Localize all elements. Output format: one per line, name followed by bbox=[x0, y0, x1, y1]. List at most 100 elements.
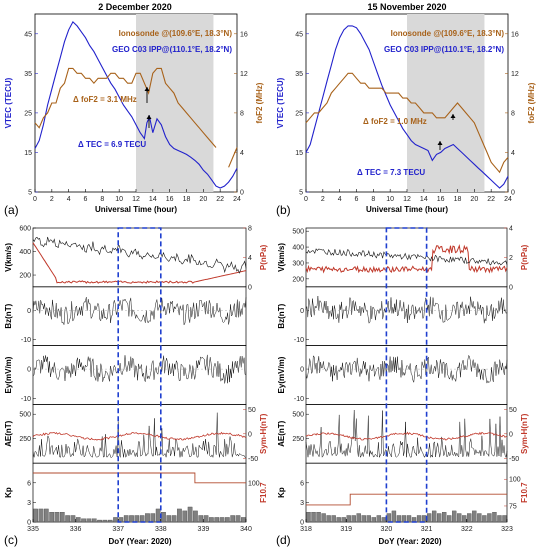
kp-bar bbox=[145, 513, 150, 523]
panel-b-ylabel-left: VTEC (TECU) bbox=[276, 77, 285, 128]
kp-bar bbox=[235, 515, 241, 523]
subpanel-ylabel-left: Ey(mV/m) bbox=[4, 356, 13, 393]
kp-bar bbox=[321, 513, 326, 523]
kp-bar bbox=[386, 513, 392, 523]
x-tick-label: 14 bbox=[420, 196, 428, 203]
kp-bar bbox=[198, 515, 204, 523]
y-left-tick-label: 500 bbox=[292, 229, 304, 236]
x-tick-label: 4 bbox=[338, 196, 342, 203]
kp-bar bbox=[457, 513, 462, 523]
panel-a-legend-geo: GEO C03 IPP@(110.1°E, 18.2°N) bbox=[112, 45, 232, 54]
kp-bar bbox=[351, 515, 356, 523]
kp-bar bbox=[44, 508, 49, 523]
x-tick-label: 10 bbox=[115, 196, 123, 203]
x-tick-label: 6 bbox=[84, 196, 88, 203]
subpanel-ylabel-right: F10.7 bbox=[520, 482, 529, 503]
x-tick-label: 24 bbox=[504, 196, 512, 203]
subpanel-ylabel-left: AE(nT) bbox=[4, 420, 13, 447]
y-right-tick-label: 2 bbox=[509, 255, 513, 262]
subpanel-ylabel-right: Sym-H(nT) bbox=[520, 413, 529, 454]
y-left-tick-label: 400 bbox=[19, 249, 31, 256]
x-tick-label: 20 bbox=[199, 196, 207, 203]
y-right-tick-label: 0 bbox=[248, 431, 252, 438]
y-right-tick-label: 0 bbox=[240, 190, 244, 197]
kp-bar bbox=[241, 517, 246, 523]
kp-bar bbox=[306, 512, 311, 523]
kp-bar bbox=[38, 508, 44, 523]
y-right-tick-label: 50 bbox=[509, 407, 517, 414]
kp-bar bbox=[155, 508, 161, 523]
x-tick-label: 6 bbox=[355, 196, 359, 203]
kp-bar bbox=[336, 517, 341, 523]
x-tick-label: 322 bbox=[461, 526, 473, 533]
y-left-tick-label: 500 bbox=[19, 412, 31, 419]
y-left-tick-label: 25 bbox=[24, 110, 32, 117]
f107-line bbox=[33, 472, 246, 484]
kp-bar bbox=[401, 515, 407, 523]
subpanel-ylabel-left: V(km/s) bbox=[277, 243, 286, 272]
kp-bar bbox=[331, 515, 336, 523]
y-left-tick-label: 5 bbox=[299, 190, 303, 197]
panel-b-annotation-fof2: Δ foF2 = 1.0 MHz bbox=[363, 117, 427, 126]
x-tick-label: 319 bbox=[340, 526, 352, 533]
kp-bar bbox=[86, 518, 92, 523]
y-left-tick-label: 0 bbox=[27, 520, 31, 527]
y-right-tick-label: 4 bbox=[509, 226, 513, 233]
kp-bar bbox=[436, 513, 442, 523]
kp-bar bbox=[396, 515, 402, 523]
panel-b-legend-ionosonde: Ionosonde @(109.6°E, 18.3°N) bbox=[391, 29, 505, 38]
y-left-tick-label: 45 bbox=[24, 31, 32, 38]
kp-bar bbox=[187, 506, 193, 523]
x-tick-label: 22 bbox=[487, 196, 495, 203]
x-tick-label: 12 bbox=[403, 196, 411, 203]
y-left-tick-label: 15 bbox=[295, 150, 303, 157]
kp-bar bbox=[91, 518, 97, 523]
y-left-tick-label: 0 bbox=[300, 308, 304, 315]
fof2-delta-arrow-head bbox=[450, 114, 456, 118]
x-tick-label: 18 bbox=[454, 196, 462, 203]
panel-a-legend-ionosonde: Ionosonde @(109.6°E, 18.3°N) bbox=[119, 29, 233, 38]
panel-a-title: 2 December 2020 bbox=[98, 2, 172, 12]
x-tick-label: 0 bbox=[33, 196, 37, 203]
y-right-tick-label: 0 bbox=[509, 284, 513, 291]
panel-a: 2 December 2020 0 2 4 6 8 10 12 14 16 18 20 22 24515… bbox=[4, 2, 264, 217]
kp-bar bbox=[166, 515, 172, 523]
panel-b-annotation-tec: Δ TEC = 7.3 TECU bbox=[357, 168, 425, 177]
kp-bar bbox=[341, 517, 346, 523]
panel-a-letter: (a) bbox=[4, 203, 19, 217]
y-left-tick-label: -10 bbox=[294, 337, 304, 344]
vtec-line bbox=[305, 25, 509, 189]
bz-line bbox=[32, 296, 247, 326]
tec-delta-arrow-head bbox=[146, 115, 152, 119]
subpanel-ylabel-right: P(nPa) bbox=[259, 244, 268, 270]
velocity-line bbox=[305, 248, 508, 266]
x-tick-label: 339 bbox=[198, 526, 210, 533]
y-right-tick-label: 16 bbox=[511, 31, 519, 38]
subpanel-frame bbox=[305, 462, 508, 523]
f107-line bbox=[306, 493, 507, 506]
kp-bar bbox=[376, 515, 382, 523]
x-tick-label: 336 bbox=[70, 526, 82, 533]
kp-bar bbox=[311, 512, 316, 523]
y-left-tick-label: 6 bbox=[27, 480, 31, 487]
subpanel-frame bbox=[305, 286, 508, 346]
kp-bar bbox=[477, 513, 482, 523]
panel-a-ylabel-right: foF2 (MHz) bbox=[255, 82, 264, 123]
panel-b-letter: (b) bbox=[276, 203, 291, 217]
x-tick-label: 340 bbox=[240, 526, 252, 533]
y-right-tick-label: 0 bbox=[511, 190, 515, 197]
panel-pb-plot-shade bbox=[407, 14, 485, 192]
x-tick-label: 2 bbox=[50, 196, 54, 203]
x-tick-label: 10 bbox=[386, 196, 394, 203]
kp-bar bbox=[134, 515, 140, 523]
x-tick-label: 14 bbox=[149, 196, 157, 203]
kp-bar bbox=[49, 512, 54, 523]
kp-bar bbox=[482, 515, 487, 523]
y-right-tick-label: 0 bbox=[509, 431, 513, 438]
y-left-tick-label: 45 bbox=[295, 31, 303, 38]
x-tick-label: 323 bbox=[501, 526, 513, 533]
pressure-line bbox=[32, 242, 247, 284]
